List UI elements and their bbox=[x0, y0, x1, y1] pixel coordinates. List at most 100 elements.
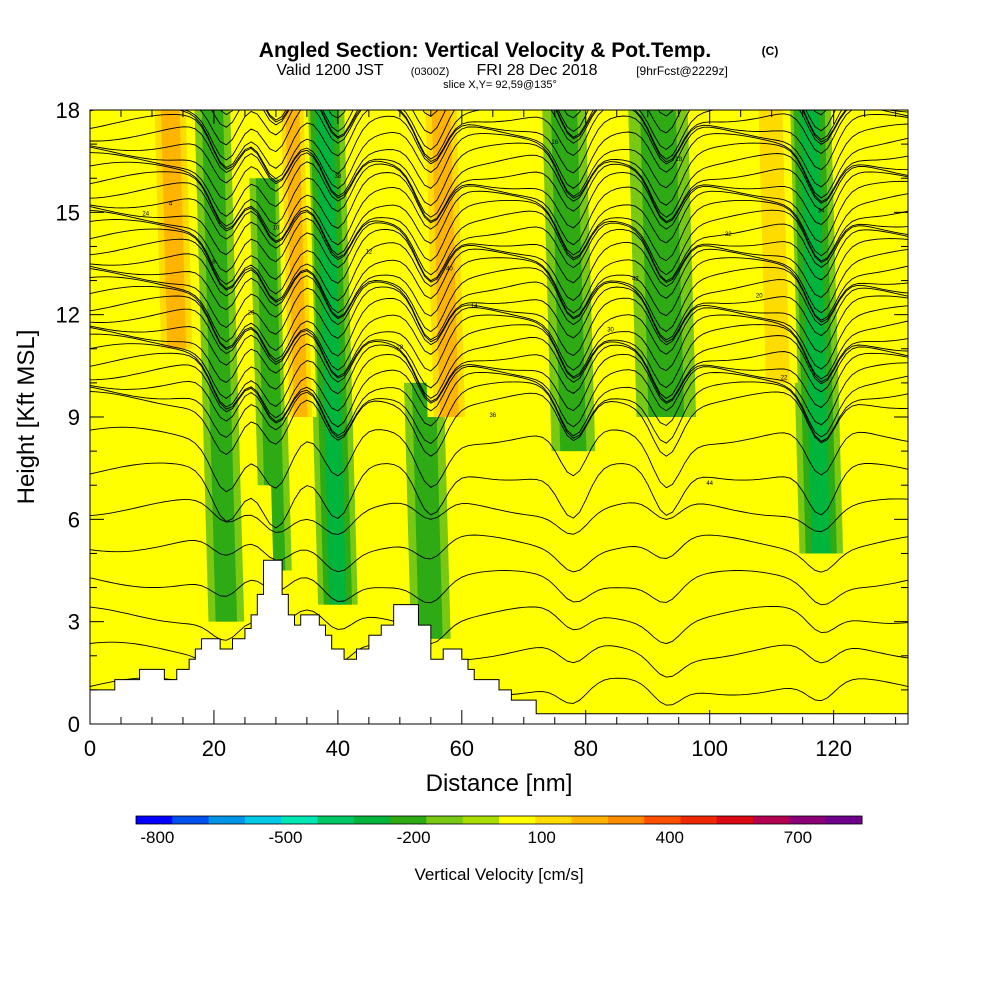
colorbar-swatch bbox=[680, 816, 718, 824]
isentrope-line bbox=[183, 110, 908, 161]
isentrope-line bbox=[90, 133, 908, 199]
isentrope-line bbox=[90, 209, 908, 276]
isentrope-line bbox=[90, 314, 908, 380]
slice-label: slice X,Y= 92,59@135° bbox=[443, 79, 557, 91]
colorbar-tick-label: -800 bbox=[140, 828, 174, 847]
velocity-band bbox=[411, 382, 443, 639]
colorbar-swatch bbox=[571, 816, 609, 824]
y-tick-label: 18 bbox=[56, 98, 80, 123]
isentrope-line bbox=[90, 190, 908, 257]
isentrope-label: 18 bbox=[675, 157, 682, 163]
isentrope-line bbox=[90, 498, 908, 535]
isentrope-label: 34 bbox=[818, 208, 825, 214]
isentrope-line bbox=[90, 180, 908, 246]
colorbar-swatch bbox=[317, 816, 355, 824]
colorbar-swatch bbox=[789, 816, 827, 824]
x-axis-title: Distance [nm] bbox=[426, 770, 573, 797]
y-tick-label: 0 bbox=[68, 712, 80, 737]
colorbar-title: Vertical Velocity [cm/s] bbox=[414, 865, 583, 884]
colorbar-tick-label: -200 bbox=[397, 828, 431, 847]
isentrope-line bbox=[199, 110, 847, 151]
velocity-band bbox=[758, 110, 790, 383]
isentrope-label: 10 bbox=[273, 225, 280, 231]
velocity-band bbox=[251, 485, 274, 571]
isentrope-line bbox=[90, 534, 908, 573]
isentrope-label: 16 bbox=[551, 140, 558, 146]
isentrope-line bbox=[90, 324, 908, 389]
forecast-label: [9hrFcst@2229z] bbox=[636, 64, 728, 78]
colorbar-tick-label: 400 bbox=[656, 828, 684, 847]
velocity-band bbox=[285, 110, 308, 417]
colorbar-swatch bbox=[281, 816, 318, 824]
isentrope-line bbox=[90, 248, 908, 314]
isentrope-line bbox=[90, 238, 908, 302]
x-tick-label: 60 bbox=[450, 736, 474, 761]
isentrope-label: 36 bbox=[489, 413, 496, 419]
isentrope-line bbox=[90, 142, 908, 207]
isentrope-label: 12 bbox=[366, 249, 373, 255]
isentrope-label: 28 bbox=[397, 345, 404, 351]
isentrope-line bbox=[90, 114, 908, 180]
isentrope-line bbox=[90, 462, 908, 529]
isentrope-label: 40 bbox=[446, 266, 453, 272]
colorbar-swatch bbox=[535, 816, 573, 824]
isentrope-line bbox=[90, 381, 908, 445]
colorbar-swatch bbox=[825, 816, 863, 824]
isentrope-line bbox=[90, 305, 908, 371]
terrain-mask bbox=[90, 559, 908, 724]
x-tick-label: 40 bbox=[326, 736, 350, 761]
isentrope-label: 14 bbox=[471, 304, 478, 310]
isentrope-label: 26 bbox=[248, 311, 255, 317]
isentrope-line bbox=[90, 171, 908, 238]
y-tick-label: 9 bbox=[68, 405, 80, 430]
isentrope-line bbox=[90, 219, 908, 285]
colorbar-swatch bbox=[462, 816, 500, 824]
colorbar-swatch bbox=[172, 816, 210, 824]
isentrope-line bbox=[90, 266, 908, 333]
isentrope-line bbox=[90, 257, 908, 321]
colorbar-swatch bbox=[353, 816, 391, 824]
x-tick-label: 80 bbox=[574, 736, 598, 761]
y-tick-label: 6 bbox=[68, 507, 80, 532]
colorbar: -800 -500 -200 100 400 700 bbox=[135, 815, 863, 847]
x-tick-label: 20 bbox=[202, 736, 226, 761]
valid-date-label: FRI 28 Dec 2018 bbox=[477, 62, 598, 79]
y-tick-label: 15 bbox=[56, 200, 80, 225]
colorbar-swatch bbox=[753, 816, 790, 824]
isentrope-line bbox=[90, 391, 908, 457]
isentrope-line bbox=[90, 161, 908, 227]
colorbar-frame bbox=[135, 815, 863, 825]
isentrope-line bbox=[90, 362, 908, 428]
x-tick-label: 120 bbox=[815, 736, 852, 761]
colorbar-swatch bbox=[644, 816, 681, 824]
isentrope-label: 24 bbox=[142, 212, 149, 218]
isentrope-line bbox=[90, 285, 908, 352]
isentrope-label: 4 bbox=[169, 202, 173, 208]
isentrope-label: 38 bbox=[335, 174, 342, 180]
isentrope-line bbox=[90, 343, 908, 408]
isentrope-line bbox=[90, 123, 908, 190]
colorbar-swatch bbox=[208, 816, 246, 824]
x-tick-label: 0 bbox=[84, 736, 96, 761]
isentrope-line bbox=[90, 352, 908, 419]
y-tick-label: 3 bbox=[68, 610, 80, 635]
potential-temperature-contours: 4 8 10 12 14 16 18 20 22 24 26 28 30 32 34 36 38 40 42 44 bbox=[90, 110, 908, 716]
isentrope-line bbox=[90, 152, 908, 218]
isentrope-line bbox=[90, 333, 908, 399]
valid-zulu-label: (0300Z) bbox=[411, 66, 450, 78]
velocity-band bbox=[201, 110, 238, 622]
isentrope-line bbox=[90, 228, 908, 295]
y-tick-label: 12 bbox=[56, 303, 80, 328]
isentrope-line bbox=[90, 199, 908, 262]
colorbar-tick-label: -500 bbox=[268, 828, 302, 847]
colorbar-swatch bbox=[499, 816, 536, 824]
x-tick-label: 100 bbox=[691, 736, 728, 761]
colorbar-swatch bbox=[607, 816, 645, 824]
isentrope-line bbox=[90, 276, 908, 343]
isentrope-label: 30 bbox=[607, 328, 614, 334]
isentrope-line bbox=[90, 605, 908, 645]
colorbar-swatch bbox=[136, 816, 173, 824]
valid-time-label: Valid 1200 JST bbox=[276, 62, 384, 79]
